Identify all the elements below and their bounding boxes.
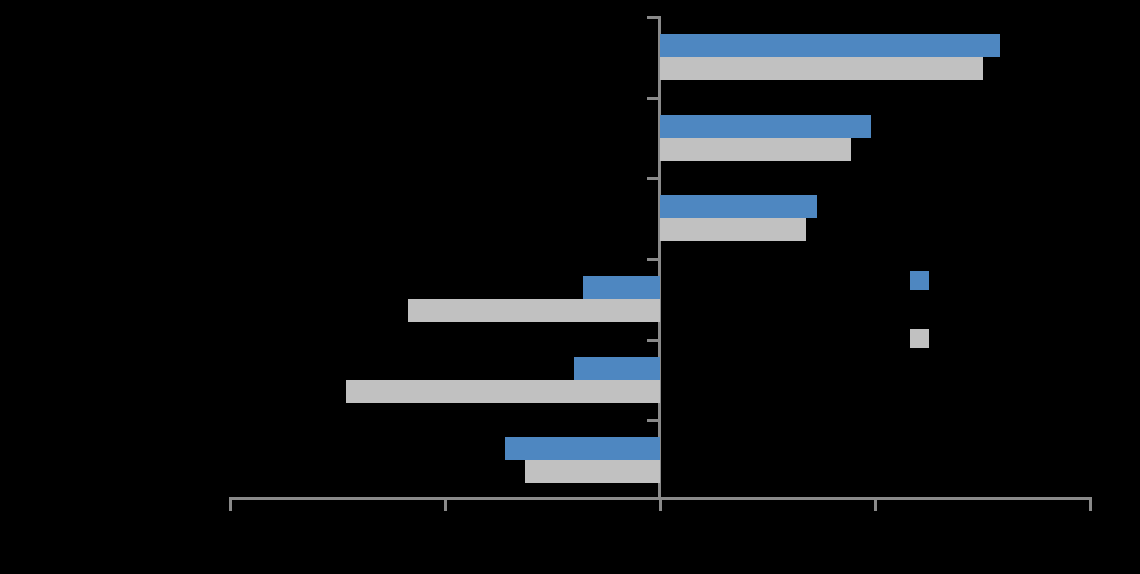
x-axis-tick-1 — [444, 497, 447, 511]
bar-gray-series-row-1 — [660, 138, 851, 161]
x-axis-tick-0 — [229, 497, 232, 511]
y-axis-tick-5 — [647, 419, 660, 422]
bar-blue-series-row-0 — [660, 34, 1000, 57]
bar-blue-series-row-1 — [660, 115, 871, 138]
y-axis-tick-2 — [647, 177, 660, 180]
bar-gray-series-row-0 — [660, 57, 983, 80]
legend-swatch-gray — [910, 329, 929, 348]
bar-blue-series-row-2 — [660, 195, 817, 218]
x-axis-tick-3 — [874, 497, 877, 511]
bar-gray-series-row-4 — [346, 380, 660, 403]
bar-blue-series-row-3 — [583, 276, 660, 299]
bar-blue-series-row-5 — [505, 437, 660, 460]
x-axis-tick-4 — [1089, 497, 1092, 511]
bar-gray-series-row-5 — [525, 460, 660, 483]
y-axis-tick-0 — [647, 16, 660, 19]
y-axis-tick-3 — [647, 258, 660, 261]
bar-gray-series-row-2 — [660, 218, 806, 241]
bar-gray-series-row-3 — [408, 299, 660, 322]
x-axis-tick-2 — [659, 497, 662, 511]
y-axis-tick-1 — [647, 97, 660, 100]
legend-swatch-blue — [910, 271, 929, 290]
bar-blue-series-row-4 — [574, 357, 660, 380]
y-axis-tick-4 — [647, 339, 660, 342]
